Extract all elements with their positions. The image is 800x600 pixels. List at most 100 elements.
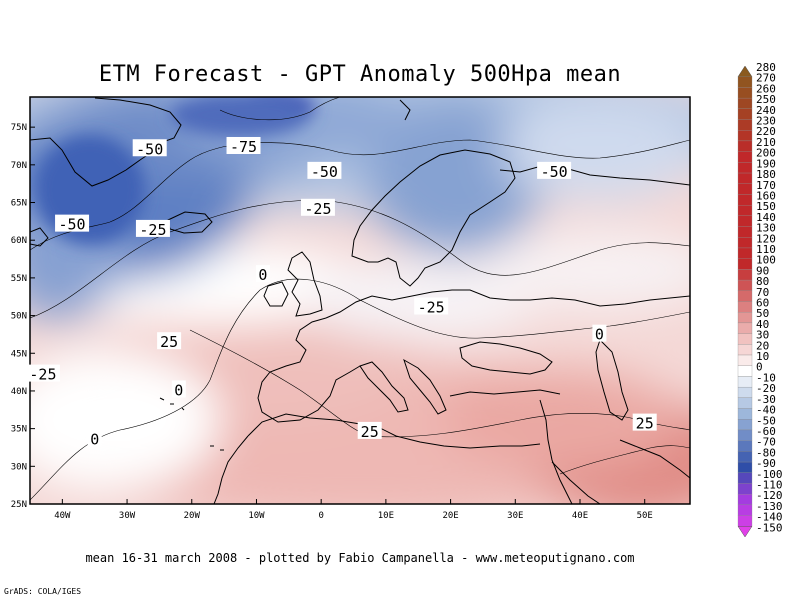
colorbar-label: -110 [756,478,783,491]
colorbar-label: 200 [756,147,776,160]
colorbar-label: 240 [756,104,776,117]
contour-label-bg [226,136,261,154]
contour-minus-75 [219,97,341,121]
anomaly-field [30,97,690,504]
colorbar-label: -130 [756,500,783,513]
lat-tick-label: 30N [11,462,27,472]
contour-label-text: -25 [418,299,445,317]
contour-label-bg [135,219,170,237]
colorbar-bottom-arrow [737,526,753,538]
coastline-iceland [167,211,213,234]
map-title: ETM Forecast - GPT Anomaly 500Hpa mean [98,62,622,87]
contour-label-bg [414,297,449,315]
contour-label-bg [255,265,270,283]
contour-label: -25 [135,219,170,239]
colorbar-swatch [737,215,753,227]
colorbar-label: 50 [756,307,769,320]
contour-plus-25-east [559,445,690,475]
colorbar-swatch [737,333,753,345]
contour-label-bg [592,324,607,342]
colorbar-label: -140 [756,511,783,524]
lon-tick-label: 20W [184,511,201,521]
contour-label-bg [157,332,182,350]
contour-label: 25 [357,421,382,441]
colorbar-swatch [737,76,753,88]
colorbar-label: 280 [756,61,776,74]
contour-label-text: -50 [311,163,338,181]
coastline-europe-west [325,289,690,319]
colorbar-swatch [737,247,753,259]
colorbar-label: -20 [756,382,776,395]
colorbar-swatch [737,397,753,409]
coastline-black-sea [459,341,553,375]
contour-label-text: -25 [29,366,56,384]
lat-tick-label: 70N [11,161,27,171]
lat-tick-label: 25N [11,500,27,510]
colorbar-swatch [737,494,753,506]
coastline-persian-gulf [619,439,690,479]
coastline-azores [159,397,185,411]
coastline-britain [287,251,323,317]
contour-label: -50 [55,214,90,234]
colorbar-label: 160 [756,189,776,202]
colorbar-label: 10 [756,350,769,363]
contour-label-text: 0 [595,326,604,344]
colorbar-swatch [737,344,753,356]
colorbar-label: 0 [756,361,763,374]
contour-label: 25 [157,332,182,351]
colorbar-swatch [737,419,753,431]
lon-tick-label: 30E [507,511,523,521]
colorbar-label: -80 [756,446,776,459]
colorbar-label: 60 [756,297,769,310]
coastline-red-sea [551,461,601,504]
coastline-russia-north [499,164,690,186]
coastline-labrador [30,227,49,247]
lat-tick-label: 50N [11,312,27,322]
lon-tick-label: 40E [572,511,588,521]
contour-label-bg [87,429,102,447]
lon-tick-label: 30W [119,511,136,521]
contour-label-text: 25 [361,423,379,441]
axis-ticks: 40W 30W 20W 10W 0 10E 20E 30E 40E 50E 25N 30N 35N 40N… [11,123,653,521]
colorbar-swatch [737,322,753,334]
colorbar-label: -70 [756,436,776,449]
colorbar-label: 90 [756,264,769,277]
contour-label: 0 [255,265,270,284]
contour-label: 0 [171,380,186,399]
colorbar-label: -90 [756,457,776,470]
colorbar-label: 20 [756,339,769,352]
colorbar-swatch [737,226,753,238]
coastline-balkans [403,358,447,415]
lon-tick-label: 10W [248,511,265,521]
contour-label: -50 [537,161,572,181]
colorbar-label: 70 [756,286,769,299]
colorbar-label: 120 [756,232,776,245]
colorbar-swatch [737,258,753,270]
coastlines [30,97,690,504]
contour-label-bg [300,198,335,216]
colorbar-top-arrow [737,65,753,77]
contour-label: -25 [414,297,449,317]
contour-label-text: -25 [304,200,331,218]
lat-tick-label: 60N [11,236,27,246]
contour-label-text: -75 [230,138,257,156]
coastline-svalbard [399,99,411,121]
colorbar-swatch [737,119,753,131]
lon-tick-label: 50E [637,511,653,521]
contour-label-text: 0 [258,266,267,284]
colorbar-label: 210 [756,136,776,149]
color-bar: 2802702602502402302202102001901801701601… [737,61,783,538]
colorbar-swatch [737,290,753,302]
colorbar-swatch [737,440,753,452]
colorbar-swatch [737,504,753,516]
colorbar-label: -60 [756,425,776,438]
colorbar-swatch [737,172,753,184]
contour-label-bg [25,364,60,382]
coastline-scandinavia [351,149,516,287]
contour-label: -75 [226,136,261,156]
contour-label: 25 [632,413,657,433]
colorbar-swatch [737,461,753,473]
colorbar-label: 110 [756,243,776,256]
contour-zero [30,278,690,501]
coastline-north-africa [247,413,541,449]
